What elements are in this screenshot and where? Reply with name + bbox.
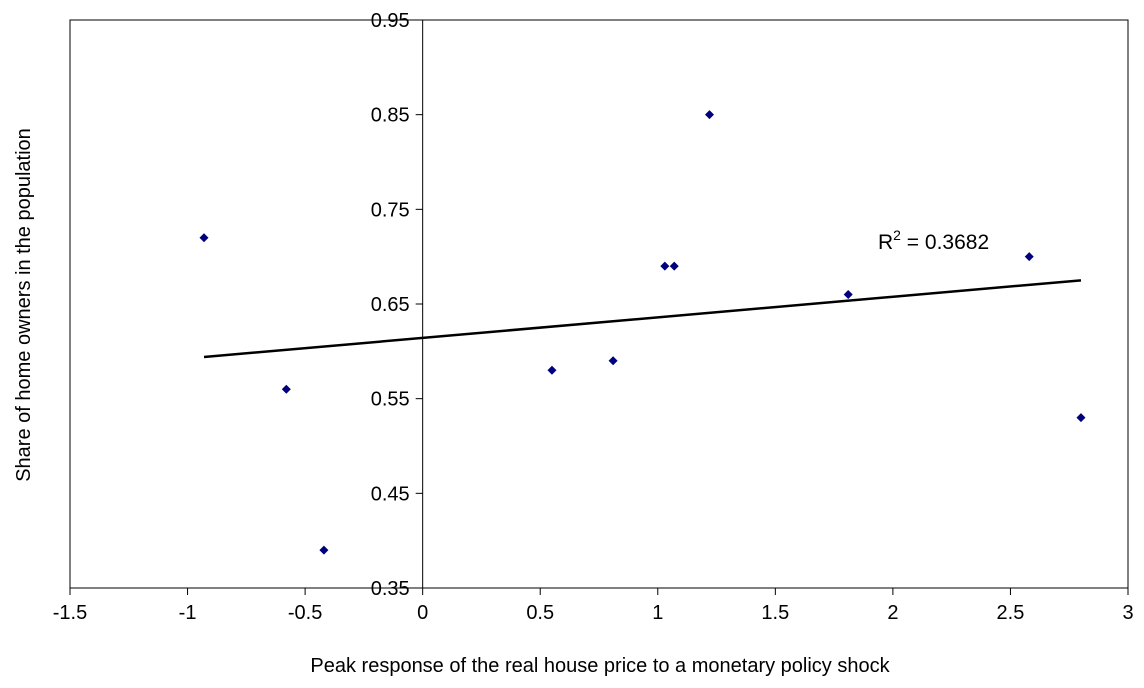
data-point xyxy=(705,110,715,120)
x-tick-label: 3 xyxy=(1122,602,1133,624)
data-point xyxy=(547,365,557,375)
x-axis-ticks xyxy=(69,588,1129,595)
y-tick-label: 0.95 xyxy=(371,10,410,32)
data-points xyxy=(199,110,1086,555)
data-point xyxy=(1024,252,1034,262)
y-tick-label: 0.75 xyxy=(371,199,410,221)
y-tick-label: 0.35 xyxy=(371,578,410,600)
x-tick-label: -0.5 xyxy=(288,602,322,624)
x-tick-label: 2 xyxy=(887,602,898,624)
x-tick-label: 0.5 xyxy=(526,602,554,624)
data-point xyxy=(669,261,679,271)
plot-area xyxy=(69,19,1129,589)
data-point xyxy=(281,384,291,394)
x-tick-labels: -1.5 -1 -0.5 0 0.5 1 1.5 2 2.5 3 xyxy=(53,602,1134,624)
y-tick-labels: 0.35 0.45 0.55 0.65 0.75 0.85 0.95 xyxy=(371,10,410,600)
r-squared-label: R2 = 0.3682 xyxy=(878,227,989,254)
data-point xyxy=(660,261,670,271)
y-tick-label: 0.85 xyxy=(371,105,410,127)
data-point xyxy=(1076,413,1086,423)
x-tick-label: 1 xyxy=(652,602,663,624)
data-point xyxy=(199,233,209,243)
y-tick-label: 0.45 xyxy=(371,483,410,505)
y-axis-title: Share of home owners in the population xyxy=(13,128,35,482)
data-point xyxy=(608,356,618,366)
y-tick-label: 0.55 xyxy=(371,389,410,411)
x-axis-title: Peak response of the real house price to… xyxy=(310,655,890,677)
data-point xyxy=(319,545,329,555)
y-tick-label: 0.65 xyxy=(371,294,410,316)
x-tick-label: -1.5 xyxy=(53,602,87,624)
x-tick-label: 0 xyxy=(417,602,428,624)
data-point xyxy=(843,290,853,300)
x-tick-label: -1 xyxy=(179,602,197,624)
trend-line xyxy=(203,279,1082,359)
x-tick-label: 1.5 xyxy=(761,602,789,624)
x-tick-label: 2.5 xyxy=(997,602,1025,624)
